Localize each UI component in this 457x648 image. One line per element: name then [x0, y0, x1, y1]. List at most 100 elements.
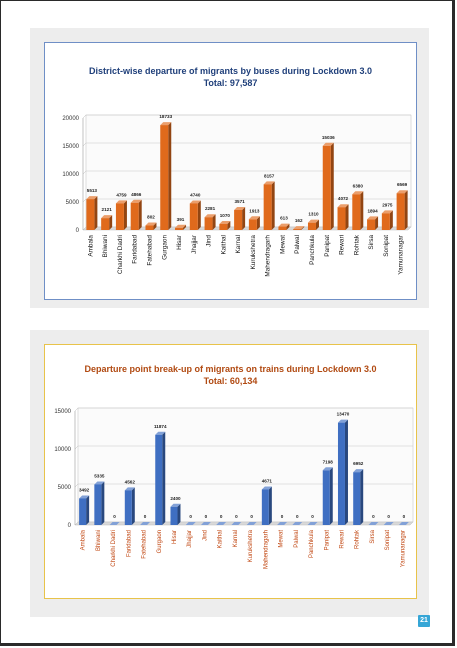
data-label: 3571 [234, 199, 245, 204]
data-label: 0 [235, 514, 238, 519]
category-label: Rewari [339, 530, 345, 549]
category-label: Rohtak [355, 529, 361, 549]
bar-top [278, 223, 290, 227]
bar [398, 522, 409, 526]
bar [292, 522, 303, 526]
bar-front [337, 207, 346, 230]
bar [322, 142, 334, 230]
bar-side [168, 122, 172, 230]
gridline [82, 226, 87, 231]
gridline [82, 170, 87, 175]
bar [353, 469, 364, 525]
chart-subtitle: Total: 97,587 [203, 78, 258, 88]
category-label: Sonipat [383, 235, 390, 257]
bar [185, 522, 196, 526]
bar-side [162, 431, 166, 525]
bar-side [375, 216, 379, 230]
bar-front [293, 229, 302, 230]
bar-side [271, 181, 275, 230]
bar [322, 467, 333, 525]
bar [307, 522, 318, 526]
bar-top [367, 216, 379, 220]
bar-top [292, 522, 303, 525]
category-label: Gurgaon [157, 530, 163, 553]
data-label: 613 [280, 216, 288, 221]
data-label: 18733 [159, 114, 172, 119]
category-label: Bhiwani [96, 530, 102, 551]
bar [155, 431, 166, 525]
data-label: 0 [220, 514, 223, 519]
bar-top [261, 486, 272, 490]
category-label: Panipat [324, 235, 331, 257]
train-chart-svg: 0 5000 10000 15000 3492 Ambala 5335 Bhiwani 0 Cha… [54, 407, 414, 569]
bar-front [234, 210, 243, 230]
bar-side [109, 215, 113, 230]
gridline [82, 114, 87, 119]
data-label: 0 [250, 514, 253, 519]
category-label: Jind [202, 530, 208, 541]
bar-side [212, 214, 216, 230]
bar-front [322, 470, 330, 525]
data-label: 0 [403, 514, 406, 519]
bar-top [86, 196, 98, 200]
category-label: Fatehabad [142, 530, 148, 559]
bar-front [160, 125, 169, 230]
bar-top [352, 191, 364, 195]
bar-side [101, 481, 105, 525]
bar-side [197, 200, 201, 230]
category-label: Hisar [176, 234, 183, 250]
data-label: 0 [189, 514, 192, 519]
bar-side [86, 495, 90, 525]
category-label: Palwal [294, 530, 300, 548]
bus-chart-panel: District-wise departure of migrants by b… [44, 42, 417, 300]
bar [381, 210, 393, 230]
bar-front [381, 213, 390, 230]
data-label: 2975 [382, 202, 393, 207]
bar-side [344, 419, 348, 525]
bar-front [367, 219, 376, 230]
data-label: 6380 [353, 183, 364, 188]
bar [367, 216, 379, 230]
bar-top [337, 419, 348, 423]
bar-front [170, 506, 178, 525]
bar-front [337, 422, 345, 525]
bar-top [246, 522, 257, 525]
bar-top [216, 522, 227, 525]
bar [216, 522, 227, 526]
bar-top [170, 503, 181, 507]
category-label: Karnal [233, 530, 239, 547]
bar [170, 503, 181, 525]
bar-front [130, 202, 139, 230]
bar-top [231, 522, 242, 525]
page-number: 21 [418, 615, 430, 627]
data-label: 4866 [131, 192, 142, 197]
bar-top [155, 431, 166, 435]
category-label: Palwal [294, 235, 301, 254]
bar [189, 200, 201, 230]
category-label: Panchkula [309, 235, 316, 265]
data-label: 15036 [322, 135, 335, 140]
bar-side [183, 224, 187, 230]
bar-top [248, 216, 260, 220]
bar [261, 486, 272, 525]
bar-top [145, 222, 157, 226]
bar-front [189, 203, 198, 230]
bar-top [383, 522, 394, 525]
data-label: 1070 [220, 213, 231, 218]
data-label: 7198 [323, 459, 334, 464]
bar-front [307, 222, 316, 230]
data-label: 3492 [79, 487, 90, 492]
bar [145, 222, 157, 230]
bar-top [307, 522, 318, 525]
bar [124, 487, 135, 525]
data-label: 4072 [338, 196, 349, 201]
category-label: Gurgaon [161, 235, 168, 260]
bar [248, 216, 260, 230]
bar-top [124, 487, 135, 491]
bar [109, 522, 120, 526]
gridline [74, 483, 79, 488]
bar-front [352, 194, 361, 230]
data-label: 1913 [249, 208, 260, 213]
category-label: Kurukshetra [250, 235, 257, 270]
bar [175, 224, 187, 230]
